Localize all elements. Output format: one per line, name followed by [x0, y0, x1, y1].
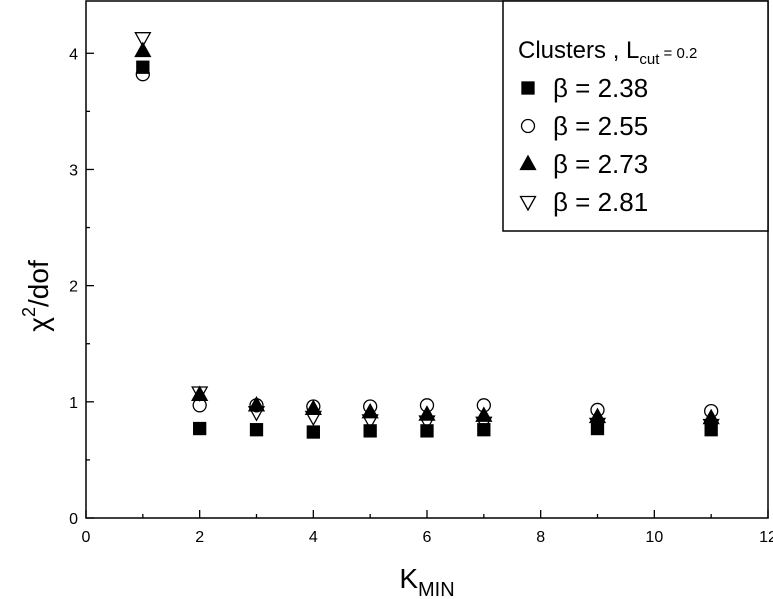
- y-axis-title-rest: /dof: [23, 260, 54, 307]
- data-point: [193, 421, 207, 436]
- x-tick-label: 2: [195, 529, 204, 546]
- data-point: [247, 395, 266, 412]
- data-point: [702, 408, 720, 425]
- legend-title: Clusters , Lcut = 0.2: [518, 37, 697, 68]
- x-tick-label: 12: [759, 529, 773, 546]
- y-tick-label: 1: [69, 395, 78, 412]
- legend-label-2: β = 2.55: [553, 111, 648, 141]
- legend-label-1: β = 2.38: [553, 73, 648, 103]
- legend-title-sub: cut: [639, 51, 660, 68]
- series-4-points: [134, 32, 720, 435]
- data-point: [363, 424, 377, 438]
- x-tick-label: 0: [82, 529, 91, 546]
- data-point: [475, 406, 493, 422]
- data-point: [475, 416, 493, 433]
- data-point: [191, 385, 209, 401]
- x-tick-label: 4: [309, 529, 318, 546]
- plot-frame: [85, 0, 769, 519]
- legend-marker-2: [520, 118, 536, 134]
- x-tick-label: 8: [536, 529, 545, 546]
- legend-title-main: Clusters , L: [518, 37, 639, 64]
- data-point: [249, 423, 264, 437]
- legend-marker-3: [519, 154, 537, 171]
- data-point: [247, 406, 266, 422]
- y-tick-label: 0: [69, 511, 78, 528]
- data-point: [702, 418, 720, 435]
- legend-label-3: β = 2.73: [553, 149, 648, 179]
- legend-marker-4: [519, 195, 537, 212]
- data-point: [588, 407, 607, 424]
- data-point: [418, 405, 436, 421]
- data-point: [191, 386, 209, 402]
- y-tick-label: 2: [69, 279, 78, 296]
- y-axis-title: χ2/dof: [19, 260, 54, 332]
- data-point: [418, 415, 436, 431]
- y-tick-label: 3: [69, 162, 78, 179]
- x-axis-title-sub: MIN: [418, 579, 455, 599]
- x-axis-title: KMIN: [399, 563, 454, 599]
- data-point: [304, 410, 322, 427]
- data-point: [135, 67, 150, 82]
- y-axis-title-sup: 2: [19, 307, 39, 317]
- data-point: [134, 41, 152, 58]
- legend-label-4: β = 2.81: [553, 187, 648, 217]
- legend-box: [502, 0, 769, 232]
- y-tick-label: 4: [69, 46, 78, 63]
- x-tick-label: 10: [645, 529, 663, 546]
- data-point: [134, 32, 152, 48]
- y-axis-title-main: χ: [23, 317, 54, 332]
- x-tick-label: 6: [423, 529, 432, 546]
- legend-title-rest: = 0.2: [659, 45, 697, 62]
- data-point: [306, 425, 320, 439]
- legend: Clusters , Lcut = 0.2 β = 2.38β = 2.55β …: [502, 0, 769, 232]
- data-points: [134, 32, 720, 439]
- legend-marker-1: [521, 81, 535, 95]
- x-axis-title-main: K: [399, 563, 418, 594]
- data-point: [361, 414, 379, 430]
- legend-entries: β = 2.38 β = 2.55 β = 2.73 β = 2.81: [519, 73, 648, 217]
- data-point: [588, 417, 607, 434]
